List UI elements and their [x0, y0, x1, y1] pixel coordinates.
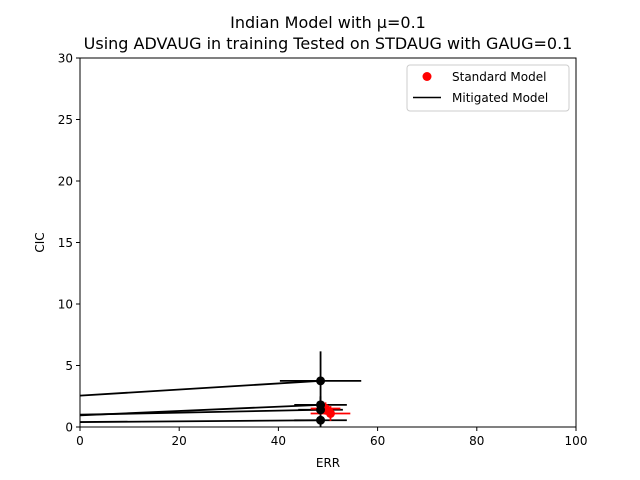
- y-tick-label-15: 15: [58, 236, 73, 250]
- axis-ticks: 0 20 40 60 80 100 0 5 10 15 20 25 30: [58, 52, 588, 449]
- y-axis-label: CIC: [33, 232, 47, 252]
- plot-area: [79, 351, 362, 427]
- chart-title-line-2: Using ADVAUG in training Tested on STDAU…: [84, 34, 573, 53]
- x-tick-label-60: 60: [370, 434, 385, 448]
- y-tick-label-0: 0: [65, 421, 73, 435]
- mitigated-line-3: [79, 419, 321, 423]
- y-tick-label-5: 5: [65, 359, 73, 373]
- y-tick-label-20: 20: [58, 175, 73, 189]
- mitigated-line-0: [79, 379, 321, 397]
- y-tick-label-25: 25: [58, 113, 73, 127]
- legend-box: [406, 64, 570, 112]
- legend: Standard Model Mitigated Model: [406, 64, 570, 112]
- y-tick-label-30: 30: [58, 52, 73, 66]
- x-tick-label-80: 80: [469, 434, 484, 448]
- chart-title-line-1: Indian Model with μ=0.1: [230, 13, 426, 32]
- x-axis-label: ERR: [316, 456, 340, 470]
- legend-label-standard-model: Standard Model: [452, 70, 546, 84]
- y-tick-label-10: 10: [58, 298, 73, 312]
- legend-marker-standard-model: [422, 72, 432, 81]
- mitigated-point-3: [316, 415, 326, 425]
- x-tick-label-0: 0: [76, 434, 84, 448]
- mitigated-point-2: [316, 400, 326, 410]
- mitigated-line-2: [79, 403, 321, 417]
- legend-label-mitigated-model: Mitigated Model: [452, 91, 548, 105]
- mitigated-point-0: [316, 376, 326, 386]
- x-tick-label-40: 40: [271, 434, 286, 448]
- x-tick-label-100: 100: [565, 434, 588, 448]
- x-tick-label-20: 20: [172, 434, 187, 448]
